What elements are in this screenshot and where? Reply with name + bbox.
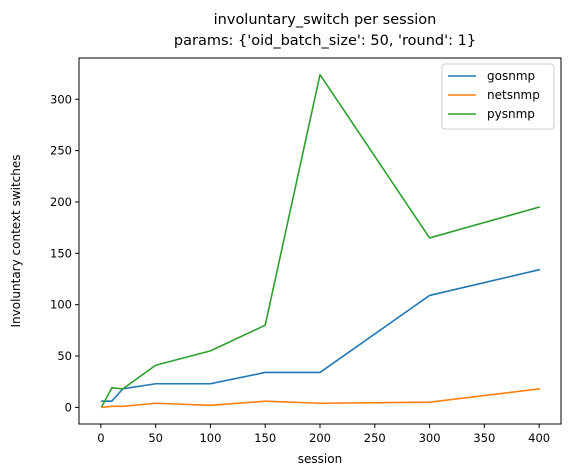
x-tick-label: 300 xyxy=(419,431,441,445)
y-axis-label: Involuntary context switches xyxy=(9,154,23,327)
x-tick-label: 250 xyxy=(364,431,386,445)
legend-label-pysnmp: pysnmp xyxy=(487,107,535,121)
plot-frame xyxy=(78,57,562,425)
x-axis-ticks: 0 50 100 150 200 250 300 350 400 xyxy=(97,424,550,445)
plot-lines xyxy=(100,73,541,409)
x-tick-label: 0 xyxy=(97,431,104,445)
series-line-netsnmp xyxy=(101,387,541,409)
legend-items: gosnmp netsnmp pysnmp xyxy=(448,69,540,121)
legend-box xyxy=(441,63,555,130)
y-axis-ticks: 0 50 100 150 200 250 300 xyxy=(50,92,79,414)
legend-label-netsnmp: netsnmp xyxy=(487,88,540,102)
y-tick-label: 100 xyxy=(50,298,72,312)
y-tick-label: 0 xyxy=(65,400,72,414)
x-tick-label: 50 xyxy=(148,431,163,445)
series-line-pysnmp xyxy=(100,73,541,408)
chart-title: involuntary_switch per session xyxy=(214,12,437,28)
y-tick-label: 50 xyxy=(57,349,72,363)
legend: gosnmp netsnmp pysnmp xyxy=(441,63,555,130)
x-tick-label: 200 xyxy=(309,431,331,445)
y-tick-label: 300 xyxy=(50,92,72,106)
x-axis-label: session xyxy=(298,452,342,466)
chart-subtitle: params: {'oid_batch_size': 50, 'round': … xyxy=(174,33,476,49)
y-tick-label: 200 xyxy=(50,195,72,209)
x-tick-label: 100 xyxy=(199,431,221,445)
x-tick-label: 400 xyxy=(528,431,550,445)
x-tick-label: 150 xyxy=(254,431,276,445)
y-tick-label: 150 xyxy=(50,246,72,260)
x-tick-label: 350 xyxy=(473,431,495,445)
y-tick-label: 250 xyxy=(50,144,72,158)
series-line-gosnmp xyxy=(101,268,541,403)
legend-label-gosnmp: gosnmp xyxy=(487,69,535,83)
